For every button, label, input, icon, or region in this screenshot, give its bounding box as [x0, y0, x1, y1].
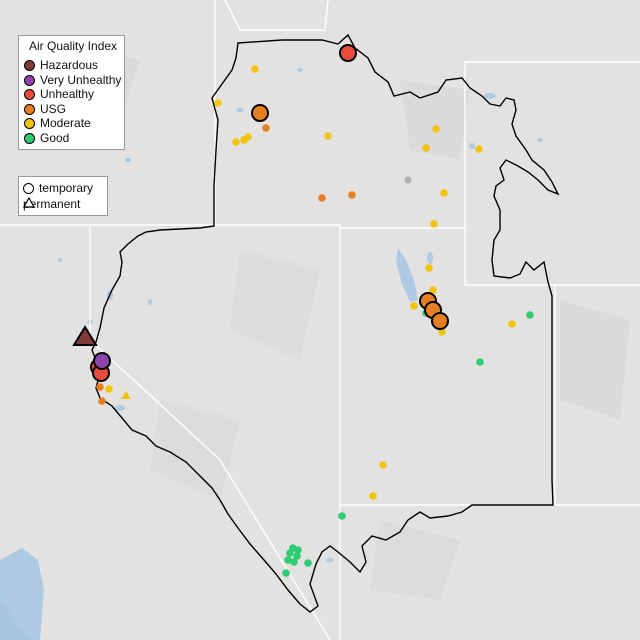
unhealthy-swatch [24, 88, 35, 100]
monitor-moderate[interactable] [429, 286, 437, 294]
legend-label: Very Unhealthy [40, 73, 122, 87]
usg-small-monitors [96, 124, 356, 405]
legend-item-temporary: temporary [23, 181, 93, 195]
monitor-good[interactable] [476, 358, 484, 366]
monitor-very-unhealthy[interactable] [93, 352, 111, 370]
legend-label: temporary [39, 181, 94, 195]
monitor-usg[interactable] [96, 383, 104, 391]
legend-label: Unhealthy [40, 87, 95, 101]
monitor-usg[interactable] [348, 191, 356, 199]
monitor-moderate[interactable] [430, 220, 438, 228]
usg-large-monitors [251, 104, 449, 330]
legend-item-hazardous: Hazardous [24, 58, 98, 72]
triangle-icon [23, 197, 35, 208]
legend-label: Good [40, 131, 70, 145]
monitor-good[interactable] [290, 558, 298, 566]
legend-label: permanent [23, 197, 81, 211]
monitor-moderate[interactable] [508, 320, 516, 328]
state-line-nv-ut [215, 224, 560, 506]
monitor-moderate[interactable] [214, 99, 222, 107]
monitor-moderate[interactable] [105, 385, 113, 393]
monitor-usg[interactable] [262, 124, 270, 132]
monitor-moderate[interactable] [232, 138, 240, 146]
moderate-monitors [105, 65, 516, 500]
monitor-moderate-permanent[interactable] [121, 391, 131, 399]
legend-item-permanent: permanent [23, 197, 80, 211]
monitor-moderate[interactable] [422, 144, 430, 152]
monitor-usg-large[interactable] [431, 312, 449, 330]
monitor-moderate[interactable] [440, 189, 448, 197]
great-salt-lake [396, 248, 418, 302]
legend-label: USG [40, 102, 67, 116]
monitor-moderate[interactable] [379, 461, 387, 469]
moderate-swatch [24, 117, 35, 129]
monitor-moderate[interactable] [324, 132, 332, 140]
monitor-moderate[interactable] [475, 145, 483, 153]
monitor-usg-large[interactable] [251, 104, 269, 122]
region-outline [91, 33, 560, 613]
good-swatch [24, 132, 35, 144]
ocean-shade [0, 600, 30, 640]
legend-label: Hazardous [40, 58, 99, 72]
legend-item-unhealthy: Unhealthy [24, 87, 94, 101]
monitor-moderate[interactable] [432, 125, 440, 133]
monitor-good[interactable] [304, 559, 312, 567]
terrain-shading [60, 40, 630, 600]
monitor-good[interactable] [282, 569, 290, 577]
monitor-good[interactable] [338, 512, 346, 520]
monitor-usg[interactable] [98, 397, 106, 405]
monitor-good[interactable] [284, 556, 292, 564]
aqi-legend-title: Air Quality Index [29, 39, 118, 53]
state-line-id-wy [340, 61, 640, 229]
monitor-good[interactable] [526, 311, 534, 319]
state-line-ca-nv [89, 225, 331, 640]
very-unhealthy-swatch [24, 74, 35, 86]
legend-item-very-unhealthy: Very Unhealthy [24, 73, 121, 87]
hazardous-swatch [24, 59, 35, 71]
monitor-good[interactable] [293, 552, 301, 560]
monitor-unhealthy[interactable] [339, 44, 357, 62]
monitor-moderate[interactable] [425, 264, 433, 272]
monitor-usg[interactable] [318, 194, 326, 202]
monitor-no-data[interactable] [404, 176, 412, 184]
usg-swatch [24, 103, 35, 115]
monitor-moderate[interactable] [410, 302, 418, 310]
aqi-legend: Air Quality Index Hazardous Very Unhealt… [18, 35, 125, 150]
monitor-moderate[interactable] [369, 492, 377, 500]
legend-item-moderate: Moderate [24, 116, 91, 130]
state-line-ut-wy-co [464, 228, 556, 505]
legend-item-good: Good [24, 131, 69, 145]
monitor-good[interactable] [286, 549, 294, 557]
monitor-good[interactable] [294, 546, 302, 554]
circle-icon [23, 182, 34, 194]
monitor-hazardous-permanent[interactable] [72, 325, 98, 346]
legend-item-usg: USG [24, 102, 66, 116]
monitor-moderate[interactable] [251, 65, 259, 73]
lakes [58, 68, 543, 562]
monitor-moderate[interactable] [438, 328, 446, 336]
monitor-type-legend: temporary permanent [18, 176, 108, 216]
legend-label: Moderate [40, 116, 91, 130]
utah-lake [427, 252, 433, 264]
state-line-wa [224, 0, 329, 31]
monitor-moderate[interactable] [244, 133, 252, 141]
